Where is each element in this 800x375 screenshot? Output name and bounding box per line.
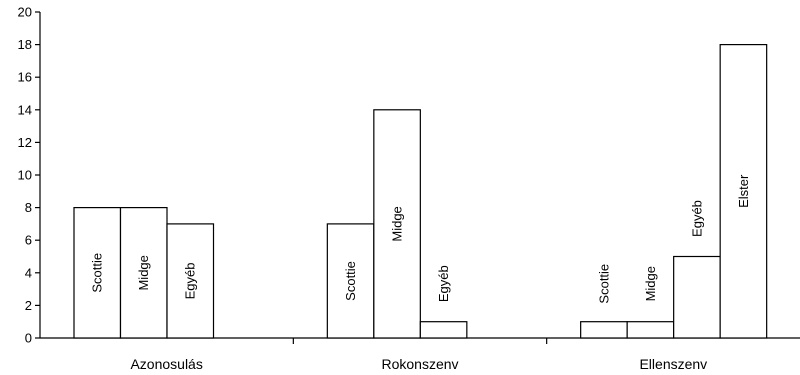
y-tick-label: 8 [25, 200, 32, 215]
bar [719, 43, 768, 339]
x-axis: Azonosulás Rokonszenv Ellenszenv [40, 337, 800, 372]
bar-label: Egyéb [689, 200, 704, 237]
bar [73, 207, 122, 339]
category-label: Rokonszenv [381, 356, 458, 372]
y-tick-label: 20 [18, 5, 32, 20]
category-label: Azonosulás [130, 356, 202, 372]
bars: Scottie Midge Egyéb Scottie Midge Egyéb Scotti… [73, 43, 768, 339]
bar [419, 321, 468, 339]
bar-label: Midge [136, 255, 151, 290]
bar-label: Egyéb [183, 263, 198, 300]
y-tick-label: 14 [18, 102, 32, 117]
y-tick-label: 0 [25, 331, 32, 346]
bar [326, 223, 375, 339]
y-tick-label: 2 [25, 298, 32, 313]
bar-label: Scottie [90, 253, 105, 293]
bar [580, 321, 628, 339]
y-tick-label: 12 [18, 135, 32, 150]
bar [166, 223, 215, 339]
bar-label: Egyéb [436, 265, 451, 302]
bar-label: Scottie [343, 261, 358, 301]
y-tick-label: 10 [18, 168, 32, 183]
y-tick-label: 18 [18, 37, 32, 52]
y-tick-label: 16 [18, 70, 32, 85]
y-tick-label: 4 [25, 265, 32, 280]
category-label: Ellenszenv [639, 356, 707, 372]
bar [673, 255, 721, 339]
bar-label: Midge [643, 266, 658, 301]
bar-label: Midge [390, 206, 405, 241]
bar-label: Scottie [596, 264, 611, 304]
bar [373, 109, 421, 339]
y-axis: 0 2 4 6 8 10 12 14 16 18 20 [18, 5, 41, 346]
y-tick-label: 6 [25, 233, 32, 248]
bar-label: Elster [736, 174, 751, 208]
bar [626, 321, 675, 339]
